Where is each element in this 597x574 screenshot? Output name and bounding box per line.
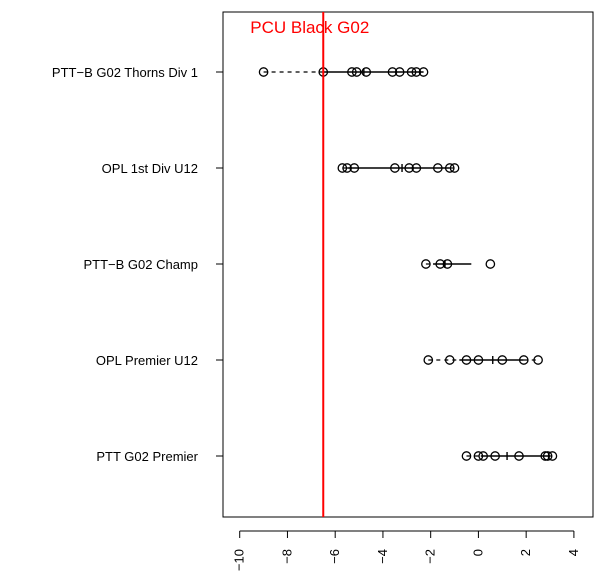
data-point bbox=[406, 67, 417, 77]
series-group bbox=[421, 259, 496, 269]
data-point bbox=[423, 355, 434, 365]
data-point bbox=[547, 451, 558, 461]
data-point bbox=[478, 451, 489, 461]
x-tick-label: −4 bbox=[375, 549, 390, 564]
y-tick-label: PTT G02 Premier bbox=[96, 449, 198, 464]
data-point bbox=[473, 451, 484, 461]
data-point bbox=[342, 163, 352, 173]
data-point bbox=[418, 67, 429, 77]
chart-marks bbox=[258, 67, 558, 461]
y-tick-label: OPL 1st Div U12 bbox=[102, 161, 198, 176]
data-point bbox=[497, 355, 508, 365]
data-point bbox=[347, 67, 357, 77]
data-point bbox=[387, 67, 398, 77]
series-group bbox=[337, 163, 460, 173]
data-point bbox=[337, 163, 348, 173]
data-point bbox=[361, 67, 372, 77]
y-tick-label: PTT−B G02 Thorns Div 1 bbox=[52, 65, 198, 80]
x-tick-label: −2 bbox=[423, 549, 438, 564]
data-point bbox=[514, 451, 524, 461]
data-point bbox=[533, 355, 543, 365]
data-point bbox=[449, 163, 460, 173]
data-point bbox=[435, 259, 446, 269]
data-point bbox=[461, 355, 472, 365]
x-tick-label: −10 bbox=[232, 549, 247, 571]
data-point bbox=[485, 259, 496, 269]
data-point bbox=[442, 259, 453, 269]
data-point bbox=[444, 163, 455, 173]
x-tick-label: 0 bbox=[470, 549, 485, 556]
x-tick-label: 4 bbox=[566, 549, 581, 556]
data-point bbox=[351, 67, 362, 77]
data-point bbox=[461, 451, 472, 461]
data-point bbox=[394, 67, 405, 77]
x-tick-label: −6 bbox=[327, 549, 342, 564]
data-point bbox=[542, 451, 553, 461]
data-point bbox=[411, 67, 422, 77]
plot-frame bbox=[222, 11, 594, 518]
data-point bbox=[349, 163, 360, 173]
series-group bbox=[423, 355, 543, 365]
data-point bbox=[473, 355, 484, 365]
x-tick-label: 2 bbox=[518, 549, 533, 556]
y-axis: PTT−B G02 Thorns Div 1 OPL 1st Div U12 PTT… bbox=[52, 65, 223, 464]
series-group bbox=[258, 67, 429, 77]
data-point bbox=[258, 67, 269, 77]
reference-line-label: PCU Black G02 bbox=[250, 18, 369, 37]
data-point bbox=[390, 163, 400, 173]
data-point bbox=[518, 355, 529, 365]
y-tick-label: PTT−B G02 Champ bbox=[83, 257, 198, 272]
data-point bbox=[421, 259, 431, 269]
x-axis: −10 −8 −6 −4 −2 0 2 4 bbox=[232, 530, 581, 571]
x-tick-label: −8 bbox=[279, 549, 294, 564]
data-point bbox=[432, 163, 443, 173]
y-tick-label: OPL Premier U12 bbox=[96, 353, 198, 368]
data-point bbox=[444, 355, 455, 365]
series-group bbox=[461, 451, 558, 461]
data-point bbox=[411, 163, 422, 173]
data-point bbox=[404, 163, 415, 173]
data-point bbox=[490, 451, 500, 461]
